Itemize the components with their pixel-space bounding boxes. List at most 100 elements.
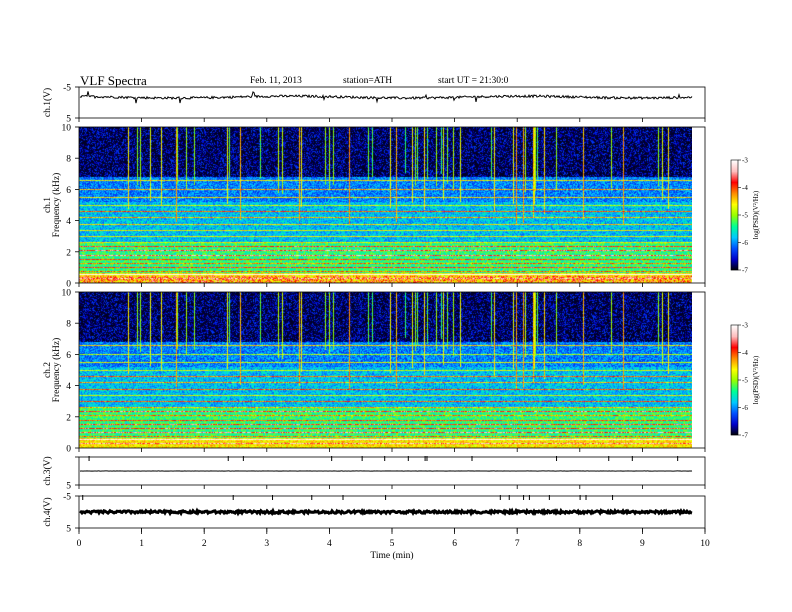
colorbar-segment xyxy=(731,390,738,392)
ch2-spectrogram-ylabel: ch.2 xyxy=(43,362,53,378)
colorbar-segment xyxy=(731,372,738,374)
colorbar-segment xyxy=(731,204,738,206)
colorbar-segment xyxy=(731,182,738,184)
colorbar-segment xyxy=(731,169,738,171)
colorbar-segment xyxy=(731,247,738,249)
colorbar-segment xyxy=(731,225,738,227)
colorbar-segment xyxy=(731,329,738,331)
y-tick-label: 5 xyxy=(66,482,71,492)
time-tick-label: 2 xyxy=(202,539,207,549)
colorbar-segment xyxy=(731,181,738,183)
colorbar-segment xyxy=(731,244,738,246)
colorbar-segment xyxy=(731,380,738,382)
colorbar-segment xyxy=(731,376,738,378)
colorbar-tick-label: -3 xyxy=(742,157,748,165)
colorbar-segment xyxy=(731,361,738,363)
colorbar-segment xyxy=(731,198,738,200)
colorbar-segment xyxy=(731,413,738,415)
colorbar-segment xyxy=(731,167,738,169)
colorbar-segment xyxy=(731,421,738,423)
colorbar-segment xyxy=(731,342,738,344)
time-tick-label: 6 xyxy=(452,539,457,549)
time-tick-label: 3 xyxy=(264,539,269,549)
colorbar-tick-label: -6 xyxy=(742,239,748,247)
y-tick-label: 4 xyxy=(66,217,71,227)
time-axis-label: Time (min) xyxy=(370,550,413,561)
colorbar-tick-label: -4 xyxy=(742,184,748,192)
colorbar-segment xyxy=(731,347,738,349)
colorbar-segment xyxy=(731,235,738,237)
colorbar-segment xyxy=(731,360,738,362)
figure-title: VLF Spectra xyxy=(80,73,147,88)
colorbar-segment xyxy=(731,353,738,355)
colorbar-segment xyxy=(731,226,738,228)
colorbar-segment xyxy=(731,264,738,266)
colorbar-segment xyxy=(731,389,738,391)
colorbar-segment xyxy=(731,229,738,231)
colorbar-segment xyxy=(731,187,738,189)
colorbar-segment xyxy=(731,161,738,163)
colorbar-segment xyxy=(731,242,738,244)
colorbar-segment xyxy=(731,258,738,260)
colorbar-segment xyxy=(731,184,738,186)
colorbar-segment xyxy=(731,163,738,165)
colorbar-segment xyxy=(731,240,738,242)
colorbar-segment xyxy=(731,166,738,168)
colorbar-segment xyxy=(731,417,738,419)
time-tick-label: 10 xyxy=(700,539,710,549)
colorbar-segment xyxy=(731,199,738,201)
ch4-voltage-trace xyxy=(79,507,693,517)
colorbar-segment xyxy=(731,332,738,334)
colorbar-segment xyxy=(731,341,738,343)
colorbar-segment xyxy=(731,344,738,346)
colorbar-segment xyxy=(731,405,738,407)
colorbar-segment xyxy=(731,170,738,172)
colorbar-segment xyxy=(731,213,738,215)
colorbar-segment xyxy=(731,392,738,394)
colorbar-segment xyxy=(731,171,738,173)
colorbar-segment xyxy=(731,386,738,388)
colorbar-segment xyxy=(731,179,738,181)
colorbar-segment xyxy=(731,253,738,255)
colorbar-segment xyxy=(731,237,738,239)
colorbar-tick-label: -6 xyxy=(742,404,748,412)
colorbar-segment xyxy=(731,219,738,221)
colorbar-segment xyxy=(731,173,738,175)
colorbar-label: log(PSD)(V²/Hz) xyxy=(752,355,760,404)
colorbar-segment xyxy=(731,409,738,411)
y-tick-label: 6 xyxy=(66,351,71,361)
colorbar-segment xyxy=(731,246,738,248)
colorbar-segment xyxy=(731,218,738,220)
ch4-voltage-ylabel: ch.4(V) xyxy=(42,497,53,526)
colorbar-segment xyxy=(731,238,738,240)
colorbar-segment xyxy=(731,340,738,342)
colorbar-segment xyxy=(731,406,738,408)
y-tick-label: 10 xyxy=(62,289,72,299)
y-tick-label: 6 xyxy=(66,186,71,196)
colorbar-segment xyxy=(731,211,738,213)
colorbar-segment xyxy=(731,377,738,379)
colorbar-segment xyxy=(731,345,738,347)
colorbar-segment xyxy=(731,379,738,381)
colorbar-segment xyxy=(731,206,738,208)
colorbar-segment xyxy=(731,223,738,225)
colorbar-segment xyxy=(731,267,738,269)
colorbar-segment xyxy=(731,165,738,167)
colorbar-segment xyxy=(731,201,738,203)
y-tick-label: 8 xyxy=(66,320,71,330)
colorbar-segment xyxy=(731,327,738,329)
colorbar-segment xyxy=(731,430,738,432)
colorbar-tick-label: -5 xyxy=(742,377,748,385)
colorbar-segment xyxy=(731,410,738,412)
colorbar-segment xyxy=(731,333,738,335)
colorbar-segment xyxy=(731,164,738,166)
colorbar-segment xyxy=(731,241,738,243)
colorbar-segment xyxy=(731,411,738,413)
colorbar-segment xyxy=(731,243,738,245)
time-tick-label: 4 xyxy=(327,539,332,549)
colorbar-segment xyxy=(731,416,738,418)
time-tick-label: 8 xyxy=(577,539,582,549)
colorbar-segment xyxy=(731,375,738,377)
colorbar-segment xyxy=(731,256,738,258)
y-tick-label: 4 xyxy=(66,382,71,392)
